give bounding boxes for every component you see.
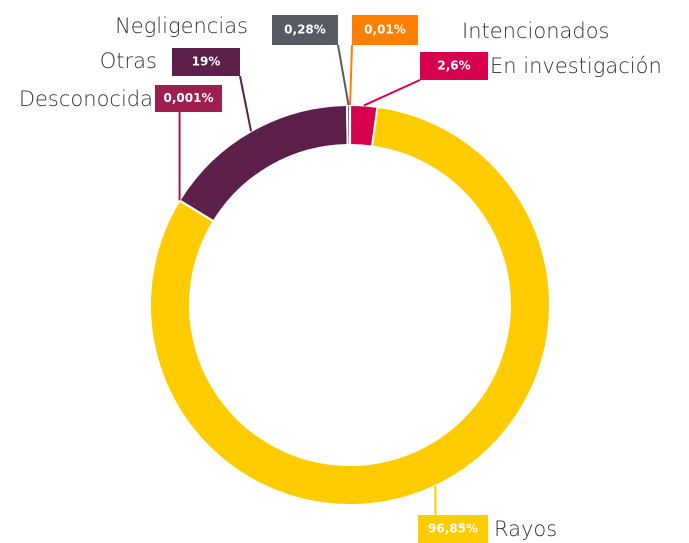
donut-slice: [178, 104, 349, 223]
value-label: 19%: [192, 55, 221, 69]
value-label: 0,28%: [284, 23, 326, 37]
donut-slice: [346, 103, 351, 147]
leader-line: [337, 44, 350, 106]
category-label: En investigación: [490, 54, 662, 78]
category-label: Desconocida: [19, 87, 153, 111]
value-label-box: [420, 52, 488, 80]
leader-line: [239, 75, 253, 132]
value-label-box: [155, 85, 222, 112]
category-label: Rayos: [494, 517, 557, 541]
category-label: Intencionados: [462, 19, 610, 43]
value-label-box: [352, 15, 418, 45]
category-label: Negligencias: [115, 14, 248, 38]
value-label: 0,001%: [164, 91, 214, 105]
donut-slice: [149, 105, 551, 506]
category-label: Otras: [100, 49, 157, 73]
value-label: 96,85%: [428, 522, 478, 536]
value-label: 0,01%: [364, 23, 406, 37]
leader-line: [363, 79, 421, 107]
leader-line: [349, 44, 353, 106]
value-label-box: [172, 48, 240, 76]
value-label: 2,6%: [437, 59, 470, 73]
value-label-box: [272, 15, 338, 45]
value-label-box: [418, 515, 488, 543]
